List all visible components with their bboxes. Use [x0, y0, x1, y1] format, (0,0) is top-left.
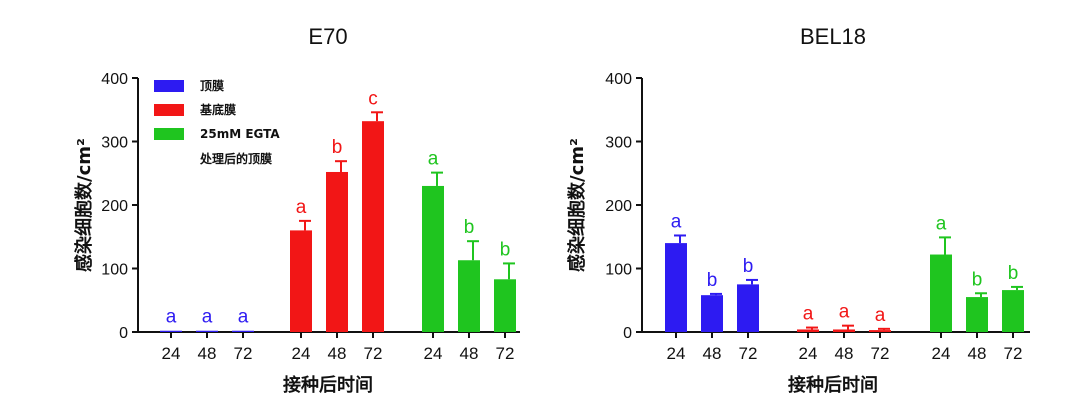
x-tick-label: 72	[871, 344, 890, 363]
bar	[737, 284, 759, 332]
x-tick-label: 24	[932, 344, 951, 363]
x-tick-label: 48	[328, 344, 347, 363]
significance-letter: b	[464, 217, 475, 238]
significance-letter: b	[743, 256, 754, 277]
chart-panel-bel18: BEL18 感染细胞数/cm² 接种后时间 0 100 200 300 400 a 24 b 4…	[566, 24, 1030, 396]
x-tick-label: 72	[496, 344, 515, 363]
significance-letter: b	[707, 270, 718, 291]
legend-label-basal: 基底膜	[199, 102, 236, 117]
significance-letter: b	[332, 137, 343, 158]
x-tick-label: 24	[162, 344, 181, 363]
y-tick-label: 300	[605, 135, 632, 152]
bar	[458, 260, 480, 332]
x-tick-label: 72	[234, 344, 253, 363]
x-tick-label: 48	[460, 344, 479, 363]
chart-title: E70	[308, 24, 347, 49]
legend-swatch-apical	[154, 80, 184, 92]
bar	[701, 295, 723, 332]
y-tick-label: 200	[605, 198, 632, 215]
significance-letter: a	[428, 149, 439, 170]
significance-letter: b	[500, 239, 511, 260]
significance-letter: a	[202, 307, 213, 328]
y-tick-label: 0	[623, 325, 632, 342]
bar	[160, 330, 182, 332]
plot-area: 0 100 200 300 400 a 24 b 48 b 72 a 24 a 48 a 72 a 24 b 48 b 72	[605, 71, 1030, 363]
bar	[833, 329, 855, 332]
bar	[930, 254, 952, 332]
significance-letter: a	[238, 307, 249, 328]
significance-letter: c	[368, 88, 378, 109]
y-axis-label: 感染细胞数/cm²	[73, 138, 95, 272]
legend-label-egta-line2: 处理后的顶膜	[199, 151, 272, 166]
y-axis-label: 感染细胞数/cm²	[566, 138, 588, 272]
bar	[362, 121, 384, 333]
bar	[797, 329, 819, 332]
y-tick-label: 100	[101, 262, 128, 279]
legend-label-egta: 25mM EGTA	[200, 127, 280, 141]
significance-letter: a	[839, 302, 850, 323]
x-tick-label: 24	[424, 344, 443, 363]
bar	[326, 171, 348, 332]
x-tick-label: 24	[292, 344, 311, 363]
bar	[290, 230, 312, 332]
y-tick-label: 100	[605, 262, 632, 279]
legend-swatch-basal	[154, 104, 184, 116]
bar	[422, 185, 444, 332]
bar	[196, 330, 218, 332]
x-tick-label: 48	[835, 344, 854, 363]
x-tick-label: 48	[968, 344, 987, 363]
bar	[1002, 290, 1024, 332]
bar	[966, 297, 988, 332]
x-tick-label: 24	[667, 344, 686, 363]
bar	[869, 330, 891, 332]
x-axis-label: 接种后时间	[283, 374, 373, 396]
significance-letter: a	[671, 211, 682, 232]
y-tick-label: 400	[605, 71, 632, 88]
x-axis-label: 接种后时间	[788, 374, 878, 396]
x-tick-label: 72	[1004, 344, 1023, 363]
y-tick-label: 300	[101, 135, 128, 152]
significance-letter: a	[166, 307, 177, 328]
x-tick-label: 72	[739, 344, 758, 363]
x-tick-label: 48	[703, 344, 722, 363]
y-tick-label: 400	[101, 71, 128, 88]
bar	[494, 279, 516, 332]
significance-letter: a	[803, 304, 814, 325]
significance-letter: a	[296, 197, 307, 218]
significance-letter: b	[972, 269, 983, 290]
plot-area: 0 100 200 300 400 a 24 a 48 a 72 a 24 b 48 c 72 a 24 b 48 b 72	[101, 71, 520, 363]
legend-swatch-egta	[154, 128, 184, 140]
bar	[665, 243, 687, 332]
y-tick-label: 0	[119, 325, 128, 342]
bar	[232, 330, 254, 332]
chart-title: BEL18	[800, 24, 866, 49]
significance-letter: a	[875, 305, 886, 326]
legend: 顶膜 基底膜 25mM EGTA 处理后的顶膜	[154, 78, 280, 166]
legend-label-apical: 顶膜	[200, 78, 224, 93]
x-tick-label: 48	[198, 344, 217, 363]
significance-letter: a	[936, 213, 947, 234]
x-tick-label: 72	[364, 344, 383, 363]
x-tick-label: 24	[799, 344, 818, 363]
chart-panel-e70: E70 感染细胞数/cm² 接种后时间 顶膜 基底膜 25mM EGTA 处理后…	[73, 24, 520, 396]
y-tick-label: 200	[101, 198, 128, 215]
significance-letter: b	[1008, 263, 1019, 284]
